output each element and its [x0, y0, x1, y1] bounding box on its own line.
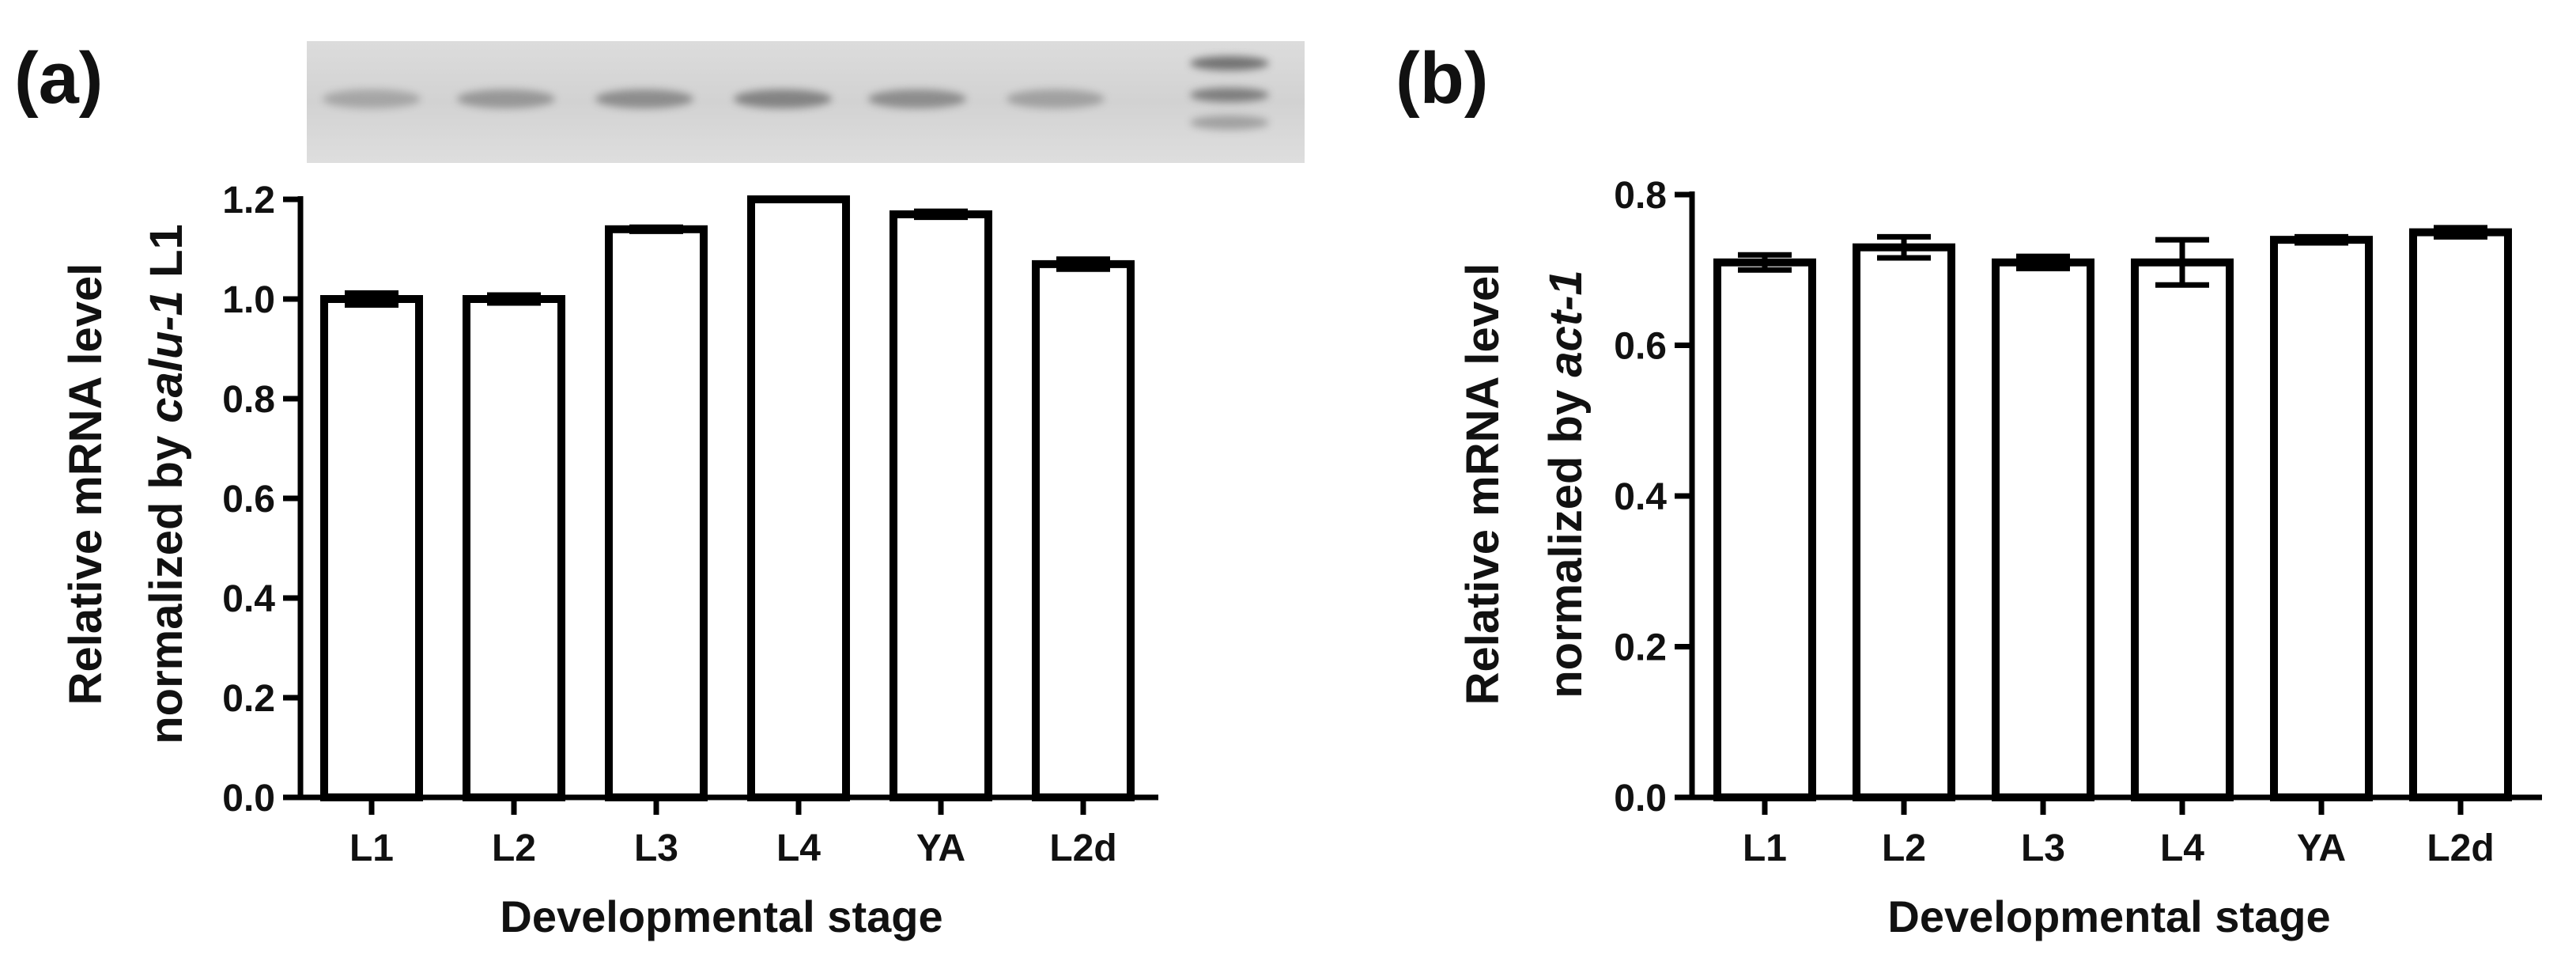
gel-ladder-band — [1190, 115, 1269, 130]
gel-band — [457, 89, 555, 108]
gel-ladder-band — [1190, 56, 1269, 70]
bar — [2131, 258, 2234, 802]
x-tick-label: L2d — [1049, 827, 1116, 869]
y-tick-label: 0.6 — [1614, 326, 1667, 368]
y-tick-label: 1.2 — [222, 180, 275, 221]
gel-band — [868, 89, 966, 108]
y-tick-label: 0.0 — [222, 778, 275, 820]
bar — [2409, 228, 2512, 801]
x-tick-label: L1 — [349, 827, 394, 869]
gel-ladder-band — [1190, 88, 1269, 102]
gel-band — [323, 89, 421, 108]
x-axis-title: Developmental stage — [500, 892, 942, 941]
x-axis-title: Developmental stage — [1887, 892, 2330, 941]
y-tick-label: 0.2 — [222, 678, 275, 720]
x-tick-label: L3 — [2021, 827, 2065, 869]
y-tick-label: 0.2 — [1614, 627, 1667, 669]
gel-image — [307, 41, 1305, 163]
x-tick-label: L4 — [776, 827, 821, 869]
gel-band — [1007, 89, 1105, 108]
x-tick-label: L2 — [1882, 827, 1926, 869]
panel-b: (b) 0.0 0.2 0.4 0.6 0.8 L1 L2 L3 L4 YA L2d Developm… — [1396, 38, 2542, 941]
x-tick-label: L3 — [634, 827, 678, 869]
bar — [463, 295, 565, 801]
bar — [2270, 236, 2373, 801]
bar — [1992, 258, 2094, 802]
bar — [890, 210, 992, 801]
bar — [1032, 259, 1135, 801]
x-tick-label: YA — [2297, 827, 2346, 869]
y-axis-title-prefix: normalized by — [141, 423, 192, 744]
chart-a: 0.0 0.2 0.4 0.6 0.8 1.0 1.2 L1 L2 L3 L4 YA L2d Develo… — [60, 180, 1158, 941]
bar — [605, 225, 708, 801]
y-axis-title-prefix: normalized by — [1540, 377, 1592, 699]
gel-band — [734, 89, 832, 108]
y-tick-label: 0.4 — [1614, 476, 1667, 518]
bar — [747, 195, 850, 801]
chart-b: 0.0 0.2 0.4 0.6 0.8 L1 L2 L3 L4 YA L2d Developmenta… — [1457, 175, 2542, 941]
x-tick-label: L2 — [492, 827, 536, 869]
x-tick-label: L1 — [1743, 827, 1787, 869]
panel-b-label: (b) — [1396, 38, 1488, 119]
bar — [1853, 243, 1955, 801]
y-tick-label: 0.0 — [1614, 778, 1667, 820]
x-tick-label: YA — [916, 827, 965, 869]
y-tick-label: 0.8 — [222, 379, 275, 421]
gel-band — [595, 89, 693, 108]
y-axis-title-gene: act-1 — [1540, 270, 1592, 377]
x-tick-label: L2d — [2427, 827, 2494, 869]
panel-a-label: (a) — [14, 38, 103, 119]
y-tick-label: 0.6 — [222, 479, 275, 521]
y-axis-title-suffix: L1 — [141, 224, 192, 290]
bar — [320, 295, 423, 801]
panel-a: (a) 0.0 0.2 0.4 0.6 0.8 1.0 1.2 L1 L2 L3 L4 YA L2d De… — [14, 38, 1305, 941]
y-tick-label: 0.4 — [222, 578, 275, 620]
y-tick-label: 0.8 — [1614, 175, 1667, 217]
x-tick-label: L4 — [2160, 827, 2204, 869]
y-axis-title-line2: normalized by act-1 — [1540, 270, 1592, 699]
y-tick-label: 1.0 — [222, 279, 275, 321]
bar — [1713, 258, 1816, 802]
y-axis-title-line2: normalized by calu-1 L1 — [141, 224, 192, 744]
y-axis-title-line1: Relative mRNA level — [1457, 263, 1509, 706]
y-axis-title-line1: Relative mRNA level — [60, 263, 111, 706]
y-axis-title-gene: calu-1 — [141, 290, 192, 423]
